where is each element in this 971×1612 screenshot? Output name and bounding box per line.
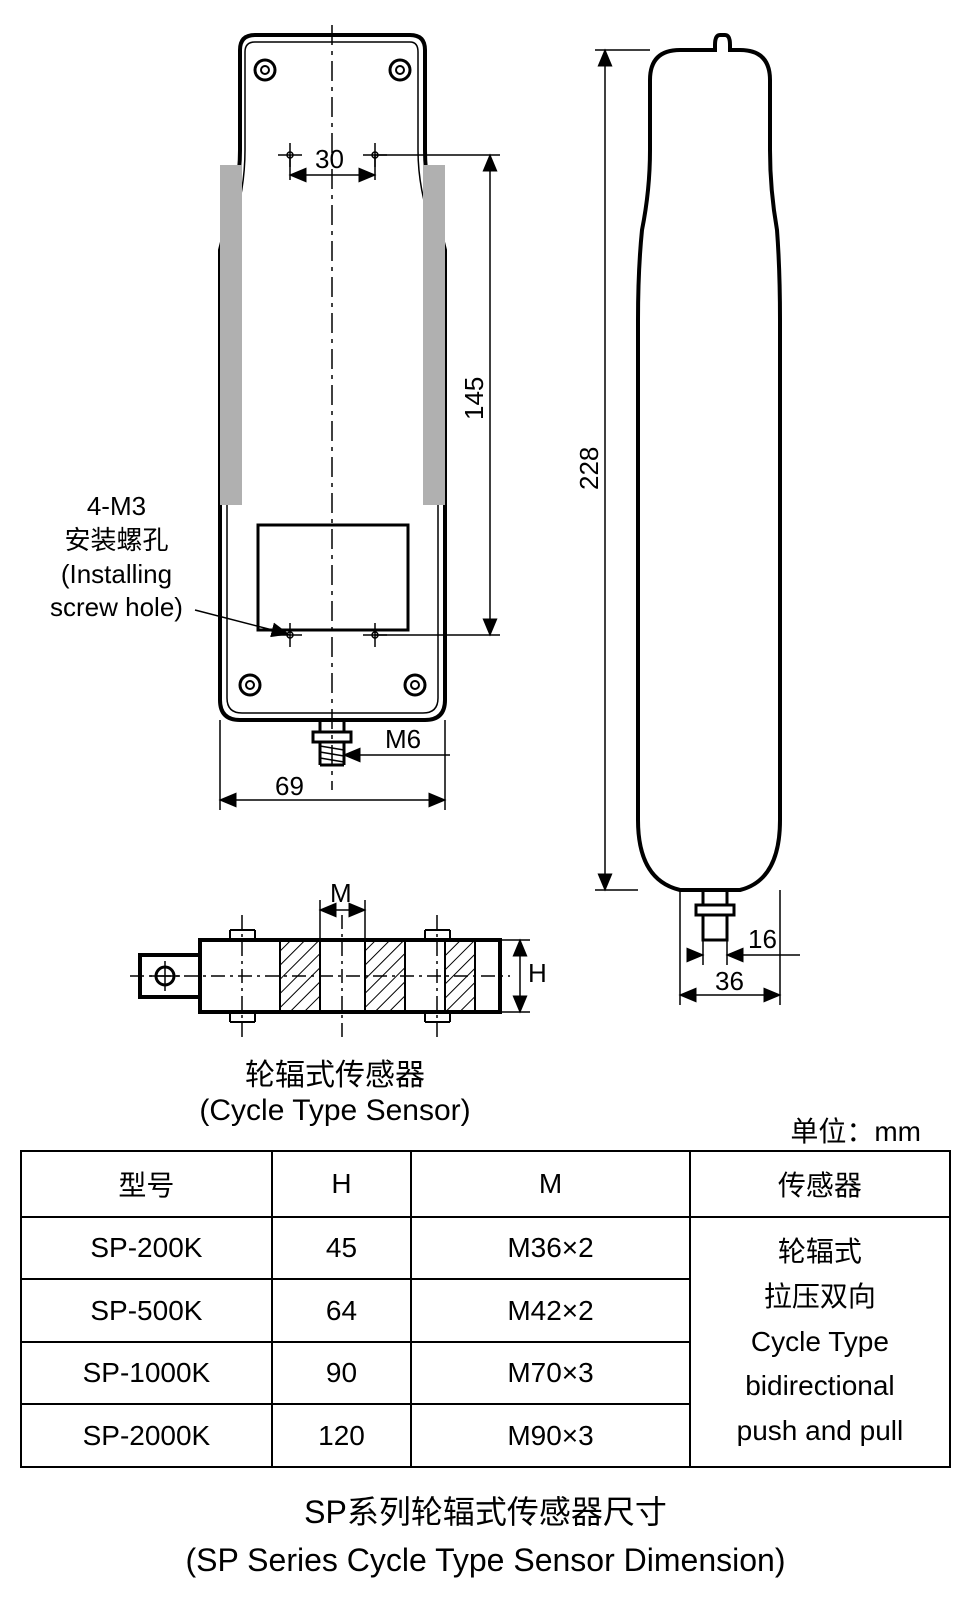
dim-36: 36 bbox=[715, 966, 744, 996]
dim-16: 16 bbox=[748, 924, 777, 954]
screw-hole-label: 4-M3 安装螺孔 (Installing screw hole) bbox=[50, 490, 183, 625]
dim-69: 69 bbox=[275, 771, 304, 801]
side-view: 228 16 36 bbox=[574, 35, 800, 1005]
dim-145: 145 bbox=[459, 377, 489, 420]
table-header-row: 型号 H M 传感器 bbox=[21, 1151, 950, 1217]
dimension-table: 型号 H M 传感器 SP-200K 45 M36×2 轮辐式 拉压双向 Cyc… bbox=[20, 1150, 951, 1468]
dim-30: 30 bbox=[315, 144, 344, 174]
th-M: M bbox=[411, 1151, 690, 1217]
sensor-view: M H bbox=[130, 878, 547, 1040]
dim-H: H bbox=[528, 958, 547, 988]
dim-228: 228 bbox=[574, 447, 604, 490]
th-H: H bbox=[272, 1151, 411, 1217]
sensor-desc-cell: 轮辐式 拉压双向 Cycle Type bidirectional push a… bbox=[690, 1217, 950, 1467]
front-view: 30 145 69 M6 bbox=[195, 25, 500, 810]
unit-label: 单位：mm bbox=[790, 1110, 921, 1150]
th-model: 型号 bbox=[21, 1151, 272, 1217]
th-sensor: 传感器 bbox=[690, 1151, 950, 1217]
table-row: SP-200K 45 M36×2 轮辐式 拉压双向 Cycle Type bid… bbox=[21, 1217, 950, 1279]
drawing-area: 30 145 69 M6 228 16 bbox=[20, 20, 951, 1140]
caption: SP系列轮辐式传感器尺寸 (SP Series Cycle Type Senso… bbox=[20, 1488, 951, 1584]
sensor-label: 轮辐式传感器 (Cycle Type Sensor) bbox=[160, 1050, 510, 1128]
dim-M: M bbox=[330, 878, 352, 908]
dim-M6: M6 bbox=[385, 724, 421, 754]
